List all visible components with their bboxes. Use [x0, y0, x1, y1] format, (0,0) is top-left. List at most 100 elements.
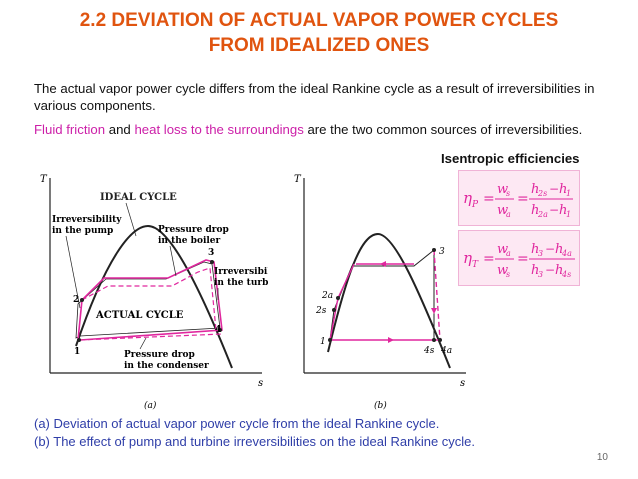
- pd-condenser-label-1: Pressure drop: [124, 350, 195, 360]
- svg-text:=: =: [517, 251, 529, 267]
- actual-cycle-label: ACTUAL CYCLE: [95, 310, 184, 321]
- pump-h2s: h: [531, 182, 539, 197]
- point-4a-b: [438, 338, 442, 342]
- saturation-dome-b: [327, 232, 451, 369]
- ts-diagram-a: T s 1 2 3 4 IDEAL CYCLE Irreversibility …: [40, 174, 268, 411]
- arrow-bottom-b: [388, 337, 394, 343]
- pd-boiler-pointer: [169, 245, 177, 277]
- pd-condenser-label-2: in the condenser: [124, 361, 209, 371]
- sources-text: are the two common sources of irreversib…: [303, 122, 583, 137]
- irrev-turbine-label-1: Irreversibility: [214, 267, 268, 277]
- paragraph-1: The actual vapor power cycle differs fro…: [34, 81, 595, 113]
- irrev-pump-pointer: [65, 235, 81, 309]
- page-number: 10: [596, 452, 608, 463]
- point-label-2a-b: 2a: [321, 291, 333, 301]
- page-title: 2.2 DEVIATION OF ACTUAL VAPOR POWER CYCL…: [0, 8, 638, 58]
- ideal-cycle-pointer: [125, 202, 137, 237]
- point-4s-b: [432, 338, 436, 342]
- ideal-cycle-a: [75, 261, 221, 339]
- ideal-cycle-label: IDEAL CYCLE: [100, 192, 177, 203]
- pump-h1: h: [559, 182, 567, 197]
- pump-h1-sub: 1: [566, 189, 571, 198]
- turbine-h4s-sub: 4s: [561, 270, 571, 279]
- title-line-1: 2.2 DEVIATION OF ACTUAL VAPOR POWER CYCL…: [79, 10, 559, 31]
- irrev-pump-label-2: in the pump: [52, 226, 113, 236]
- point-label-4a-b: 4a: [440, 346, 452, 356]
- isentropic-efficiencies-title: Isentropic efficiencies: [441, 151, 580, 166]
- and-text: and: [105, 122, 135, 137]
- point-2s-b: [332, 308, 336, 312]
- pump-h2a: h: [531, 203, 539, 218]
- svg-text:=: =: [517, 191, 529, 207]
- point-3-b: [432, 248, 436, 252]
- axis-s-label-b: s: [460, 378, 465, 389]
- caption-b: (b) The effect of pump and turbine irrev…: [34, 434, 476, 449]
- point-1-b: [328, 338, 332, 342]
- svg-text:−: −: [549, 203, 559, 217]
- diagram-a-label: (a): [144, 400, 157, 411]
- point-label-2-a: 2: [73, 295, 79, 305]
- point-label-4-a: 4: [215, 325, 221, 335]
- heat-loss-text: heat loss to the surroundings: [134, 122, 304, 137]
- arrow-right-b: [431, 308, 437, 314]
- svg-text:h: h: [555, 263, 563, 278]
- eta-t-sub: T: [472, 260, 479, 270]
- ts-diagram-b: T s 1 2a 2s 3 4s 4a (b): [294, 174, 466, 411]
- pump-h2s-sub: 2s: [537, 189, 547, 198]
- turbine-h3-den-sub: 3: [538, 270, 543, 279]
- pump-h2a-sub: 2a: [537, 210, 548, 219]
- axis-s-label-a: s: [258, 378, 263, 389]
- point-label-3-b: 3: [439, 247, 445, 257]
- turbine-ws: w: [497, 263, 508, 278]
- fluid-friction-text: Fluid friction: [34, 122, 106, 137]
- axis-t-label-a: T: [40, 174, 48, 185]
- turbine-minus: −: [545, 242, 555, 256]
- axis-t-label-b: T: [294, 174, 302, 185]
- irrev-pump-label-1: Irreversibility: [52, 215, 122, 225]
- pump-ws-sub: s: [506, 189, 510, 198]
- point-1-a: [77, 338, 81, 342]
- turbine-actual-b: [433, 249, 441, 341]
- turbine-ws-sub: s: [506, 270, 510, 279]
- actual-cycle-a: [77, 259, 223, 341]
- turbine-h3-den: h: [531, 263, 539, 278]
- turbine-wa-sub: a: [506, 249, 511, 258]
- turbine-h4a-sub: 4a: [561, 249, 572, 258]
- pump-wa-sub: a: [506, 210, 511, 219]
- point-2-a: [80, 298, 84, 302]
- point-2a-b: [336, 296, 340, 300]
- svg-text:−: −: [545, 263, 555, 277]
- pump-efficiency-equation: η P = w s w a = h 2s − h 1 h 2a − h 1: [463, 182, 573, 219]
- pump-efficiency-box: η P = w s w a = h 2s − h 1 h 2a − h 1: [458, 170, 580, 226]
- point-label-4s-b: 4s: [423, 346, 435, 356]
- turbine-h4a: h: [555, 242, 563, 257]
- arrow-top-b: [380, 261, 386, 267]
- turbine-h3-sub: 3: [538, 249, 543, 258]
- point-4-a: [218, 328, 222, 332]
- point-label-2s-b: 2s: [315, 306, 327, 316]
- pump-wa: w: [497, 203, 508, 218]
- turbine-efficiency-equation: η T = w a w s = h 3 − h 4a h 3 − h 4s: [463, 242, 575, 279]
- turbine-wa: w: [497, 242, 508, 257]
- eta-p-symbol: η: [463, 189, 472, 207]
- irrev-turbine-label-2: in the turbine: [214, 278, 268, 288]
- pump-ws: w: [497, 182, 508, 197]
- svg-text:1: 1: [566, 210, 571, 219]
- pd-boiler-label-1: Pressure drop: [158, 225, 229, 235]
- point-3-a: [210, 260, 214, 264]
- pd-condenser-pointer: [139, 337, 147, 350]
- pd-boiler-label-2: in the boiler: [158, 236, 221, 246]
- svg-text:=: =: [483, 251, 495, 267]
- turbine-efficiency-box: η T = w a w s = h 3 − h 4a h 3 − h 4s: [458, 230, 580, 286]
- point-label-1-b: 1: [320, 337, 326, 347]
- svg-text:=: =: [483, 191, 495, 207]
- svg-text:h: h: [559, 203, 567, 218]
- pump-minus: −: [549, 182, 559, 196]
- point-label-3-a: 3: [208, 248, 214, 258]
- eta-t-symbol: η: [463, 249, 472, 267]
- title-line-2: FROM IDEALIZED ONES: [208, 35, 430, 56]
- turbine-h3: h: [531, 242, 539, 257]
- diagram-b-label: (b): [374, 400, 387, 411]
- paragraph-2: Fluid friction and heat loss to the surr…: [34, 121, 614, 138]
- point-label-1-a: 1: [74, 347, 80, 357]
